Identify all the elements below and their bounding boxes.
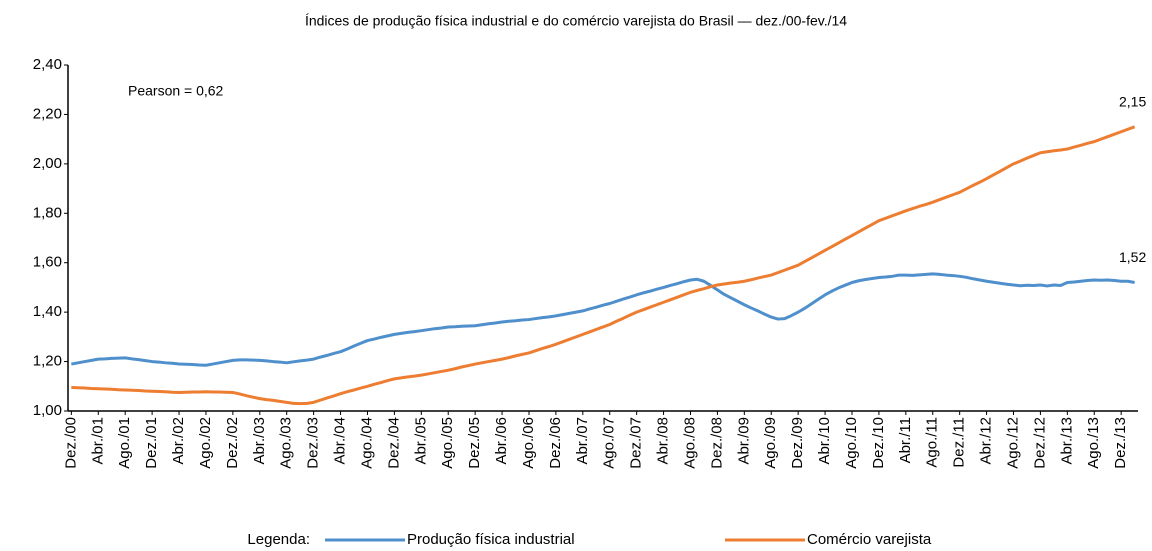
x-tick-label: Abr./02 bbox=[170, 417, 187, 465]
x-tick-label: Abr./04 bbox=[332, 417, 349, 465]
legend-label: Comércio varejista bbox=[807, 531, 932, 548]
x-tick-label: Ago./11 bbox=[924, 417, 941, 468]
x-tick-label: Dez./03 bbox=[305, 417, 322, 469]
x-tick-label: Dez./02 bbox=[224, 417, 241, 469]
x-tick-label: Abr./01 bbox=[89, 417, 106, 465]
x-tick-label: Abr./10 bbox=[816, 417, 833, 465]
chart-title: Índices de produção física industrial e … bbox=[305, 13, 847, 29]
x-tick-label: Dez./07 bbox=[628, 417, 645, 469]
x-tick-label: Dez./09 bbox=[789, 417, 806, 469]
x-tick-label: Ago./07 bbox=[601, 417, 618, 469]
x-tick-label: Ago./04 bbox=[358, 417, 375, 469]
x-tick-label: Ago./13 bbox=[1085, 417, 1102, 469]
legend-title: Legenda: bbox=[247, 531, 310, 548]
x-tick-label: Dez./00 bbox=[62, 417, 79, 469]
x-tick-label: Dez./13 bbox=[1112, 417, 1129, 469]
x-tick-label: Dez./01 bbox=[143, 417, 160, 469]
x-tick-label: Ago./03 bbox=[278, 417, 295, 469]
x-tick-label: Ago./01 bbox=[116, 417, 133, 469]
x-tick-label: Dez./05 bbox=[466, 417, 483, 469]
x-tick-label: Ago./08 bbox=[681, 417, 698, 469]
y-tick-label: 1,00 bbox=[33, 402, 62, 419]
x-tick-label: Dez./06 bbox=[547, 417, 564, 469]
series-line bbox=[71, 272, 1135, 367]
x-tick-label: Abr./03 bbox=[251, 417, 268, 465]
x-tick-label: Abr./11 bbox=[897, 417, 914, 463]
x-tick-label: Dez./08 bbox=[708, 417, 725, 469]
x-tick-label: Abr./12 bbox=[978, 417, 995, 465]
x-tick-label: Ago./06 bbox=[520, 417, 537, 469]
y-tick-label: 1,40 bbox=[33, 303, 62, 320]
x-tick-label: Abr./06 bbox=[493, 417, 510, 465]
y-tick-label: 2,20 bbox=[33, 105, 62, 122]
x-tick-label: Ago./05 bbox=[439, 417, 456, 469]
y-tick-label: 2,40 bbox=[33, 56, 62, 73]
x-tick-label: Dez./04 bbox=[385, 417, 402, 469]
x-tick-label: Ago./12 bbox=[1004, 417, 1021, 469]
x-tick-label: Abr./05 bbox=[412, 417, 429, 465]
x-tick-label: Ago./10 bbox=[843, 417, 860, 469]
legend-label: Produção física industrial bbox=[407, 531, 575, 548]
x-tick-label: Ago./09 bbox=[762, 417, 779, 469]
x-tick-label: Dez./10 bbox=[870, 417, 887, 469]
x-tick-label: Abr./08 bbox=[655, 417, 672, 465]
end-label: 2,15 bbox=[1119, 93, 1146, 109]
annotation: Pearson = 0,62 bbox=[128, 83, 224, 99]
x-tick-label: Dez./11 bbox=[951, 417, 968, 468]
x-tick-label: Ago./02 bbox=[197, 417, 214, 469]
y-tick-label: 1,20 bbox=[33, 353, 62, 370]
y-tick-label: 1,80 bbox=[33, 204, 62, 221]
x-tick-label: Abr./13 bbox=[1058, 417, 1075, 465]
x-tick-label: Abr./07 bbox=[574, 417, 591, 465]
x-tick-label: Abr./09 bbox=[735, 417, 752, 465]
y-tick-label: 2,00 bbox=[33, 155, 62, 172]
x-tick-label: Dez./12 bbox=[1031, 417, 1048, 469]
series-line bbox=[71, 125, 1136, 406]
y-tick-label: 1,60 bbox=[33, 254, 62, 271]
end-label: 1,52 bbox=[1119, 249, 1146, 265]
